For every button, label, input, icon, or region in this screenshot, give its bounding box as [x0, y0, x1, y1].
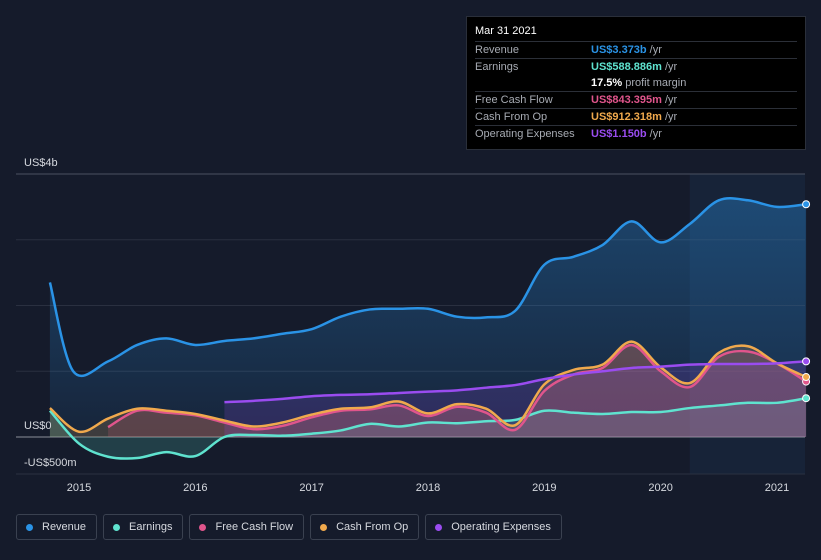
tooltip-value: US$843.395m/yr	[591, 94, 677, 106]
tooltip-unit: /yr	[664, 111, 678, 123]
earnings-end-point	[802, 394, 811, 403]
series-end-markers	[802, 200, 811, 403]
legend-item-operating-expenses[interactable]: Operating Expenses	[425, 514, 562, 540]
tooltip-unit: /yr	[649, 44, 662, 56]
tooltip-value: US$1.150b/yr	[591, 128, 662, 140]
y-axis-top-label: US$4b	[24, 157, 58, 169]
tooltip-unit: /yr	[664, 61, 678, 73]
legend-item-earnings[interactable]: Earnings	[103, 514, 184, 540]
financials-chart: US$4b US$0 -US$500m 2015 2016 2017 2018 2019…	[16, 157, 811, 494]
legend-item-cash-from-op[interactable]: Cash From Op	[310, 514, 420, 540]
revenue-area	[49, 198, 807, 437]
x-tick-label: 2021	[765, 482, 789, 494]
cash-from-op-line	[49, 340, 807, 434]
tooltip-label: Free Cash Flow	[475, 94, 553, 106]
operating-expenses-end-point	[802, 357, 811, 366]
x-tick-label: 2019	[532, 482, 556, 494]
legend-label: Earnings	[129, 521, 173, 533]
revenue-end-point	[802, 200, 811, 209]
tooltip-row-margin: 17.5% profit margin	[475, 75, 797, 92]
legend-dot-icon	[320, 523, 328, 531]
tooltip-value-text: US$843.395m	[591, 94, 662, 106]
x-tick-label: 2015	[67, 482, 91, 494]
legend-label: Cash From Op	[336, 521, 409, 533]
series-lines	[48, 197, 807, 460]
earnings-line	[48, 396, 807, 460]
free-cash-flow-line	[107, 343, 807, 432]
tooltip-value-text: 17.5%	[591, 77, 623, 89]
tooltip-date: Mar 31 2021	[475, 25, 537, 37]
y-axis-bottom-label: -US$500m	[24, 457, 77, 469]
x-axis-ticks: 2015 2016 2017 2018 2019 2020 2021	[67, 482, 789, 494]
tooltip-row-cfo: Cash From Op US$912.318m/yr	[475, 108, 797, 126]
x-tick-label: 2017	[299, 482, 323, 494]
x-tick-label: 2018	[416, 482, 440, 494]
x-tick-label: 2020	[648, 482, 672, 494]
legend-label: Operating Expenses	[451, 521, 551, 533]
legend-dot-icon	[435, 523, 443, 531]
tooltip-label: Operating Expenses	[475, 128, 575, 140]
revenue-line	[48, 197, 807, 378]
series-fills	[49, 198, 807, 459]
y-axis-zero-label: US$0	[24, 420, 52, 432]
operating-expenses-area	[224, 361, 807, 437]
legend-label: Revenue	[42, 521, 87, 533]
tooltip-value-text: US$912.318m	[591, 111, 662, 123]
tooltip-value: US$912.318m/yr	[591, 111, 677, 123]
tooltip-label: Revenue	[475, 44, 520, 56]
legend-item-free-cash-flow[interactable]: Free Cash Flow	[189, 514, 305, 540]
tooltip-label: Earnings	[475, 61, 519, 73]
tooltip-row-earnings: Earnings US$588.886m/yr	[475, 58, 797, 76]
tooltip-value-text: US$1.150b	[591, 128, 647, 140]
legend-dot-icon	[199, 523, 207, 531]
legend-label: Free Cash Flow	[215, 521, 294, 533]
operating-expenses-line	[224, 360, 807, 404]
tooltip-value: 17.5% profit margin	[591, 77, 686, 89]
tooltip-unit: profit margin	[625, 77, 687, 89]
tooltip-row-opex: Operating Expenses US$1.150b/yr	[475, 125, 797, 143]
tooltip-value-text: US$3.373b	[591, 44, 647, 56]
legend-dot-icon	[113, 523, 121, 531]
tooltip-row-fcf: Free Cash Flow US$843.395m/yr	[475, 91, 797, 109]
tooltip-label: Cash From Op	[475, 111, 548, 123]
tooltip-unit: /yr	[664, 94, 678, 106]
legend-dot-icon	[26, 523, 33, 531]
tooltip-panel: Mar 31 2021 Revenue US$3.373b/yr Earning…	[466, 16, 806, 150]
tooltip-unit: /yr	[649, 128, 662, 140]
tooltip-value: US$3.373b/yr	[591, 44, 662, 56]
cash-from-op-end-point	[802, 373, 811, 382]
chart-legend: Revenue Earnings Free Cash Flow Cash Fro…	[16, 514, 562, 542]
x-tick-label: 2016	[183, 482, 207, 494]
tooltip-value: US$588.886m/yr	[591, 61, 677, 73]
tooltip-value-text: US$588.886m	[591, 61, 662, 73]
legend-item-revenue[interactable]: Revenue	[16, 514, 98, 540]
tooltip-row-revenue: Revenue US$3.373b/yr	[475, 41, 797, 59]
